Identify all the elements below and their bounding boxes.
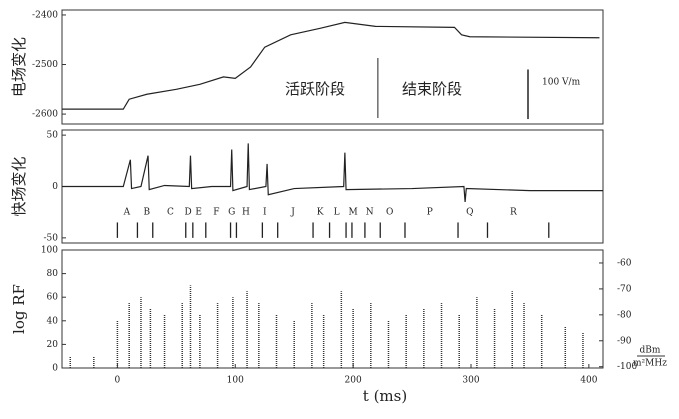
event-label: N xyxy=(366,208,374,218)
event-label: F xyxy=(213,208,219,218)
event-label: M xyxy=(349,208,358,218)
y-tick-label: 50 xyxy=(47,131,59,141)
event-label: Q xyxy=(466,208,473,218)
event-label: A xyxy=(123,208,131,218)
x-tick-label: 200 xyxy=(345,376,362,386)
y-tick-label: -50 xyxy=(44,233,59,243)
y-tick-label: 20 xyxy=(47,340,59,350)
x-tick-label: 300 xyxy=(462,376,479,386)
y-tick-label: 0 xyxy=(52,364,58,374)
event-label: R xyxy=(510,208,517,218)
event-label: K xyxy=(317,208,324,218)
x-tick-label: 100 xyxy=(227,376,244,386)
x-axis-label: t (ms) xyxy=(363,387,407,405)
y-axis-label: 电场变化 xyxy=(10,37,28,97)
event-label: L xyxy=(334,208,340,218)
plot-frame xyxy=(61,9,604,125)
y-tick-label: 0 xyxy=(52,182,58,192)
event-label: H xyxy=(242,208,250,218)
event-label: J xyxy=(290,208,295,218)
y-tick-label: 60 xyxy=(47,293,59,303)
event-label: B xyxy=(144,208,151,218)
x-tick-label: 0 xyxy=(115,376,121,386)
series-line xyxy=(62,143,603,202)
series-line xyxy=(62,21,600,110)
y-axis-label: 快场变化 xyxy=(10,156,28,216)
annotation: 100 V/m xyxy=(542,78,581,88)
event-label: P xyxy=(427,208,433,218)
y2-axis-label: dBm xyxy=(640,346,661,356)
y-tick-label: 80 xyxy=(47,269,59,279)
plot-frame xyxy=(61,249,604,369)
event-label: E xyxy=(195,208,202,218)
y-axis-label: log RF xyxy=(10,284,28,334)
y2-axis-label: m²MHz xyxy=(633,359,667,369)
x-tick-label: 400 xyxy=(580,376,597,386)
y-tick-label: 100 xyxy=(41,246,58,256)
y2-tick-label: -70 xyxy=(617,284,632,294)
y2-tick-label: -80 xyxy=(617,310,632,320)
y2-tick-label: -100 xyxy=(617,362,637,372)
event-label: G xyxy=(228,208,235,218)
annotation: 结束阶段 xyxy=(402,80,462,98)
y-tick-label: 40 xyxy=(47,316,59,326)
y-tick-label: -2400 xyxy=(32,10,58,20)
event-label: D xyxy=(185,208,192,218)
event-label: O xyxy=(386,208,393,218)
event-label: C xyxy=(167,208,174,218)
event-label: I xyxy=(263,208,267,218)
y2-tick-label: -60 xyxy=(617,258,632,268)
y2-tick-label: -90 xyxy=(617,336,632,346)
annotation: 活跃阶段 xyxy=(285,80,345,98)
y-tick-label: -2500 xyxy=(32,60,58,70)
y-tick-label: -2600 xyxy=(32,110,58,120)
